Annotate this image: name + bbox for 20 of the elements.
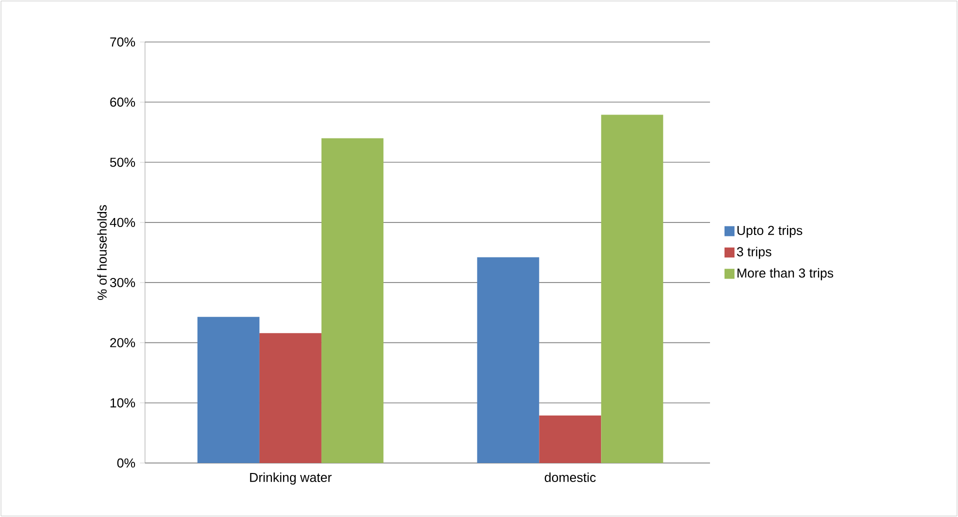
y-tick-label: 10% (110, 398, 136, 408)
y-tick-label: 70% (110, 37, 136, 47)
y-tick-label: 0% (117, 458, 136, 468)
x-tick-label: Drinking water (250, 472, 332, 485)
y-tick-label: 30% (110, 278, 136, 288)
bar (321, 138, 384, 463)
legend-label: Upto 2 trips (737, 226, 802, 238)
bar (601, 114, 664, 463)
y-tick-label: 50% (110, 158, 136, 167)
bar (259, 333, 322, 463)
y-tick-label: 20% (110, 338, 136, 348)
y-tick-label: 40% (110, 218, 136, 228)
bar (197, 316, 260, 463)
bar (477, 257, 540, 463)
y-axis-title: % of households (97, 205, 107, 300)
legend-label: More than 3 trips (738, 268, 834, 280)
y-tick-label: 60% (110, 98, 136, 107)
x-tick-label: domestic (544, 472, 596, 482)
legend-label: 3 trips (736, 246, 772, 259)
bar (539, 415, 602, 463)
